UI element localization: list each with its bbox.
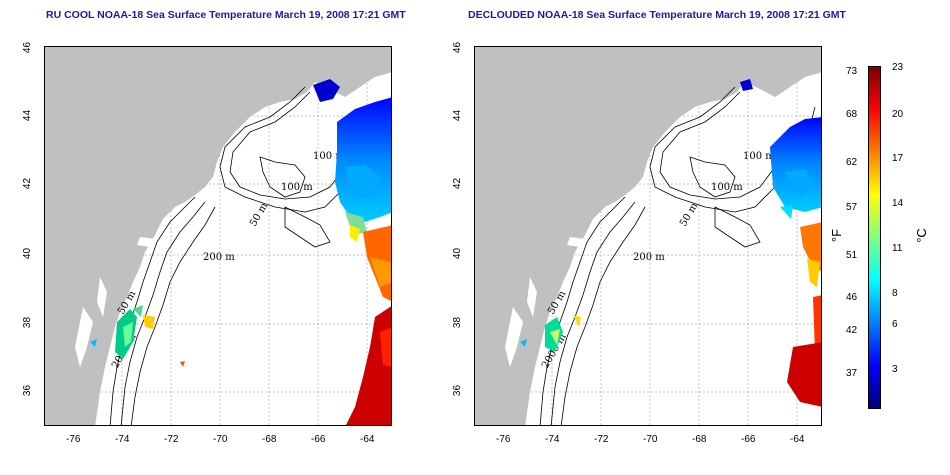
contour-label: 100 m [711,182,743,193]
fahrenheit-tick-label: 51 [846,250,858,261]
title-left: RU COOL NOAA-18 Sea Surface Temperature … [46,9,406,21]
map-declouded-svg: 100 m 100 m 50 m 200 m 50 m 2000 m [475,47,821,425]
contour-label: 100 m [281,182,313,193]
map-panel-raw: 100 m 100 m 50 m 200 m 50 m 2000 m [44,46,392,426]
lon-tick-label: -66 [311,434,326,445]
map-panel-declouded: 100 m 100 m 50 m 200 m 50 m 2000 m [474,46,822,426]
fahrenheit-tick-label: 68 [846,109,858,120]
lon-tick-label: -74 [545,434,560,445]
celsius-tick-label: 11 [892,243,903,254]
map-raw-svg: 100 m 100 m 50 m 200 m 50 m 2000 m [45,47,391,425]
celsius-tick-label: 8 [892,288,898,299]
lon-tick-label: -72 [164,434,179,445]
celsius-tick-label: 3 [892,364,898,375]
lat-tick-label: 46 [22,41,34,54]
lon-tick-label: -64 [790,434,805,445]
contour-label: 100 m [313,151,345,162]
contour-label: 200 m [633,252,665,263]
land-mass [45,47,391,425]
fahrenheit-tick-label: 62 [846,157,858,168]
celsius-tick-label: 23 [892,62,904,73]
fahrenheit-tick-label: 37 [846,368,858,379]
lat-tick-label: 36 [22,384,34,397]
fahrenheit-tick-label: 42 [846,325,858,336]
bathymetry-contours [539,86,816,425]
lat-tick-label: 46 [452,41,464,54]
lat-tick-label: 38 [452,316,464,329]
lat-tick-label: 40 [22,247,34,260]
lat-tick-label: 36 [452,384,464,397]
title-right: DECLOUDED NOAA-18 Sea Surface Temperatur… [468,9,846,21]
lon-tick-label: -70 [213,434,228,445]
celsius-tick-label: 6 [892,319,898,330]
lat-tick-label: 38 [22,316,34,329]
fahrenheit-tick-label: 57 [846,202,858,213]
contour-label: 50 m [248,201,270,229]
fahrenheit-unit-label: °F [829,228,845,243]
temperature-colorbar [868,66,881,409]
lat-tick-label: 42 [452,177,464,190]
lon-tick-label: -68 [262,434,277,445]
celsius-tick-label: 14 [892,198,904,209]
fahrenheit-tick-label: 46 [846,292,858,303]
lon-tick-label: -72 [594,434,609,445]
land-mass [475,47,821,425]
celsius-unit-label: °C [913,228,929,243]
celsius-tick-label: 17 [892,153,904,164]
contour-label: 200 m [203,252,235,263]
lat-tick-label: 44 [452,109,464,122]
lon-tick-label: -70 [643,434,658,445]
contour-label: 100 m [743,151,775,162]
celsius-tick-label: 20 [892,109,904,120]
contour-label: 50 m [678,201,700,229]
lon-tick-label: -74 [115,434,130,445]
sst-patches [520,79,821,407]
sst-patches [90,79,391,425]
lat-tick-label: 44 [22,109,34,122]
fahrenheit-tick-label: 73 [846,66,858,77]
lon-tick-label: -76 [66,434,81,445]
lon-tick-label: -76 [496,434,511,445]
lon-tick-label: -66 [741,434,756,445]
lon-tick-label: -64 [360,434,375,445]
lat-tick-label: 42 [22,177,34,190]
lat-tick-label: 40 [452,247,464,260]
lon-tick-label: -68 [692,434,707,445]
